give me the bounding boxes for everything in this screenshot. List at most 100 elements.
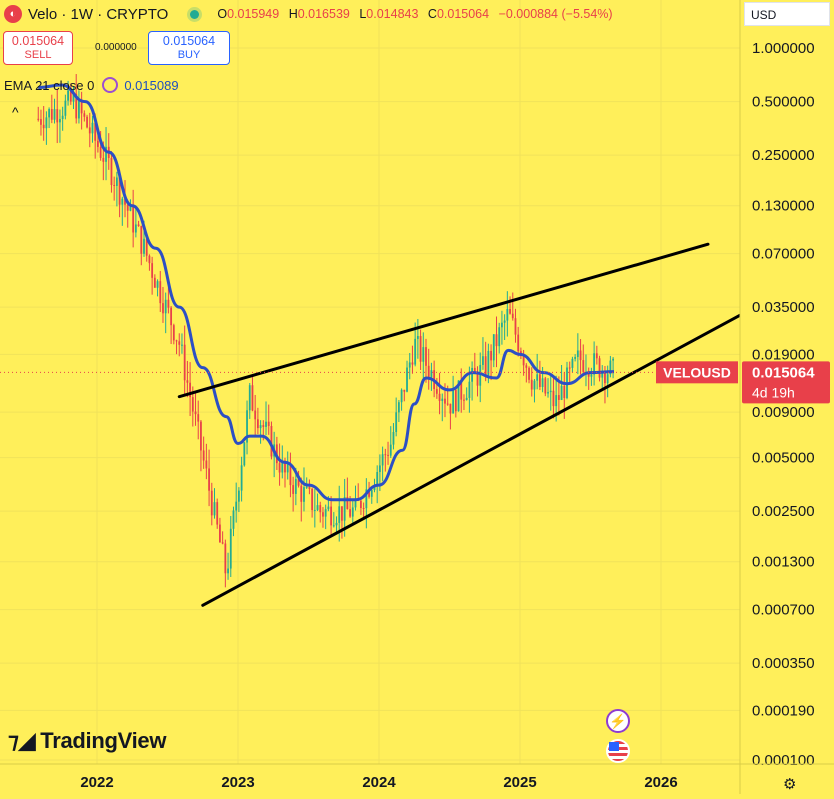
candle-body bbox=[235, 501, 238, 511]
us-flag-icon[interactable] bbox=[606, 739, 630, 763]
candle-body bbox=[536, 374, 539, 381]
ohlc-values: O0.015949 H0.016539 L0.014843 C0.015064 … bbox=[217, 7, 613, 21]
candle-body bbox=[267, 421, 270, 427]
candle-body bbox=[368, 489, 370, 497]
candle-body bbox=[349, 509, 351, 517]
symbol-tag-label: VELOUSD bbox=[663, 364, 731, 380]
candle-body bbox=[343, 497, 346, 521]
candle-body bbox=[463, 399, 465, 401]
candle-body bbox=[430, 370, 433, 378]
y-tick-label: 0.005000 bbox=[752, 450, 815, 467]
candle-body bbox=[376, 472, 379, 486]
candle-body bbox=[454, 389, 457, 412]
candle-body bbox=[322, 512, 324, 517]
trendline bbox=[201, 299, 769, 607]
candle-body bbox=[118, 177, 121, 205]
candle-body bbox=[579, 350, 582, 361]
candle-body bbox=[86, 116, 88, 128]
candle-body bbox=[416, 336, 419, 339]
collapse-legend-icon[interactable]: ^ bbox=[12, 104, 19, 120]
candle-body bbox=[555, 395, 558, 407]
candle-body bbox=[395, 412, 398, 433]
candle-body bbox=[392, 432, 395, 445]
candle-body bbox=[506, 309, 509, 321]
candle-body bbox=[528, 367, 530, 380]
candle-body bbox=[200, 421, 202, 451]
candle-body bbox=[40, 119, 42, 125]
price-tag-countdown: 4d 19h bbox=[752, 384, 795, 400]
candle-body bbox=[473, 367, 476, 374]
candle-body bbox=[78, 100, 80, 119]
candle-body bbox=[582, 360, 585, 372]
candle-body bbox=[460, 380, 463, 400]
lightning-icon[interactable]: ⚡ bbox=[606, 709, 630, 733]
ema-legend[interactable]: EMA 21 close 0 0.015089 bbox=[4, 77, 179, 93]
candle-body bbox=[563, 385, 566, 399]
candle-body bbox=[406, 367, 408, 392]
candle-body bbox=[240, 465, 243, 491]
candle-body bbox=[360, 500, 362, 509]
spread-value: 0.000000 bbox=[95, 42, 137, 53]
candle-body bbox=[278, 463, 281, 473]
candle-body bbox=[83, 113, 86, 117]
candle-body bbox=[332, 525, 335, 527]
candle-body bbox=[471, 367, 473, 382]
candle-body bbox=[75, 93, 78, 119]
candle-body bbox=[80, 100, 83, 114]
candle-body bbox=[419, 336, 422, 362]
candle-body bbox=[341, 506, 343, 521]
candle-body bbox=[219, 524, 221, 543]
candle-body bbox=[557, 395, 560, 400]
candle-body bbox=[427, 365, 430, 378]
candle-body bbox=[305, 486, 308, 488]
y-tick-label: 0.250000 bbox=[752, 147, 815, 164]
candle-body bbox=[205, 460, 208, 469]
candle-body bbox=[292, 485, 295, 494]
candle-body bbox=[346, 497, 349, 510]
candle-body bbox=[178, 341, 181, 345]
tradingview-wordmark: TradingView bbox=[40, 728, 167, 753]
settings-icon[interactable]: ⚙ bbox=[783, 776, 797, 793]
candle-body bbox=[56, 109, 59, 123]
candle-body bbox=[400, 389, 403, 403]
candle-body bbox=[224, 543, 227, 574]
candle-body bbox=[490, 350, 492, 361]
candle-body bbox=[425, 347, 427, 366]
candle-body bbox=[42, 124, 45, 129]
y-tick-label: 0.009000 bbox=[752, 404, 815, 421]
candle-body bbox=[248, 385, 251, 411]
sell-button[interactable]: 0.015064 SELL bbox=[3, 31, 73, 65]
candle-body bbox=[590, 374, 593, 377]
candle-body bbox=[186, 380, 189, 383]
candle-body bbox=[243, 442, 246, 466]
candle-body bbox=[533, 380, 536, 390]
currency-selector[interactable]: USD bbox=[744, 2, 830, 26]
symbol-title[interactable]: Velo · 1W · CRYPTO bbox=[28, 5, 169, 23]
candle-body bbox=[270, 426, 273, 457]
candle-body bbox=[397, 402, 400, 413]
buy-button[interactable]: 0.015064 BUY bbox=[148, 31, 230, 65]
candle-body bbox=[67, 90, 69, 101]
candle-body bbox=[151, 263, 154, 278]
x-tick-label: 2025 bbox=[503, 774, 536, 791]
trendline bbox=[177, 242, 710, 399]
candle-body bbox=[94, 122, 97, 141]
candle-body bbox=[134, 224, 137, 233]
candle-body bbox=[284, 460, 286, 473]
candle-body bbox=[238, 490, 240, 502]
candle-body bbox=[444, 398, 446, 404]
candle-body bbox=[311, 488, 314, 511]
candle-body bbox=[574, 357, 577, 359]
candle-body bbox=[552, 390, 555, 407]
candle-body bbox=[53, 109, 56, 120]
x-tick-label: 2026 bbox=[644, 774, 677, 791]
y-tick-label: 0.000350 bbox=[752, 655, 815, 672]
candle-body bbox=[606, 374, 609, 384]
candle-body bbox=[484, 356, 487, 375]
price-tag: VELOUSD 0.015064 4d 19h bbox=[656, 361, 830, 404]
candle-body bbox=[476, 373, 479, 386]
y-tick-label: 0.070000 bbox=[752, 246, 815, 263]
candle-body bbox=[595, 353, 598, 359]
